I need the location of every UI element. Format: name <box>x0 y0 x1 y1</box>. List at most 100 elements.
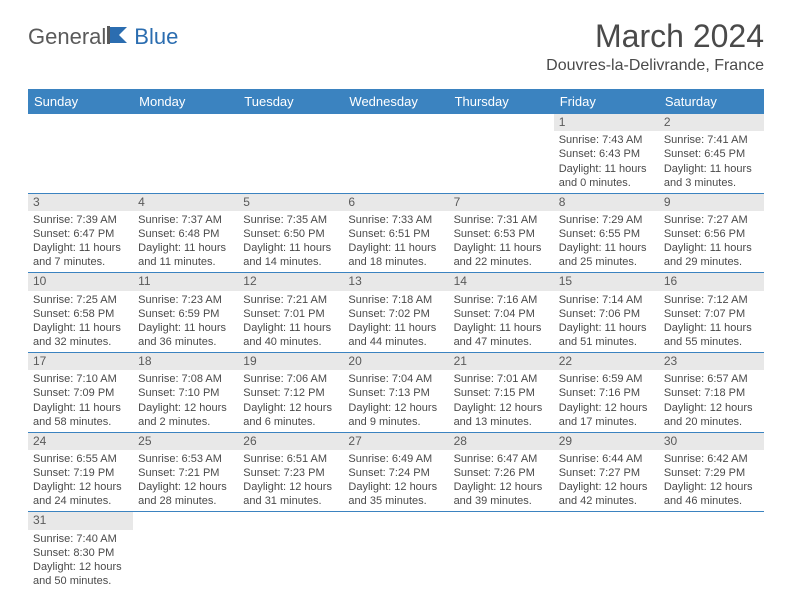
sunset-text: Sunset: 7:12 PM <box>243 386 338 400</box>
calendar-day-cell: 25Sunrise: 6:53 AMSunset: 7:21 PMDayligh… <box>133 432 238 512</box>
sunset-text: Sunset: 6:55 PM <box>559 227 654 241</box>
day-body: Sunrise: 7:01 AMSunset: 7:15 PMDaylight:… <box>449 370 554 431</box>
day-header-cell: Sunday <box>28 89 133 114</box>
daylight-text: Daylight: 11 hours and 51 minutes. <box>559 321 654 349</box>
day-body: Sunrise: 6:57 AMSunset: 7:18 PMDaylight:… <box>659 370 764 431</box>
daylight-text: Daylight: 12 hours and 13 minutes. <box>454 401 549 429</box>
calendar-day-cell: 10Sunrise: 7:25 AMSunset: 6:58 PMDayligh… <box>28 273 133 353</box>
calendar-day-cell: 4Sunrise: 7:37 AMSunset: 6:48 PMDaylight… <box>133 193 238 273</box>
day-number: 30 <box>659 433 764 450</box>
sunrise-text: Sunrise: 7:01 AM <box>454 372 549 386</box>
day-body: Sunrise: 7:08 AMSunset: 7:10 PMDaylight:… <box>133 370 238 431</box>
sunset-text: Sunset: 6:45 PM <box>664 147 759 161</box>
calendar-day-cell: 1Sunrise: 7:43 AMSunset: 6:43 PMDaylight… <box>554 114 659 193</box>
calendar-day-cell: 6Sunrise: 7:33 AMSunset: 6:51 PMDaylight… <box>343 193 448 273</box>
calendar-day-cell: 11Sunrise: 7:23 AMSunset: 6:59 PMDayligh… <box>133 273 238 353</box>
sunset-text: Sunset: 7:09 PM <box>33 386 128 400</box>
day-header-row: SundayMondayTuesdayWednesdayThursdayFrid… <box>28 89 764 114</box>
calendar-day-cell: 26Sunrise: 6:51 AMSunset: 7:23 PMDayligh… <box>238 432 343 512</box>
logo-text-blue: Blue <box>134 24 178 50</box>
daylight-text: Daylight: 11 hours and 25 minutes. <box>559 241 654 269</box>
logo: General Blue <box>28 24 178 50</box>
sunset-text: Sunset: 6:48 PM <box>138 227 233 241</box>
day-header-cell: Tuesday <box>238 89 343 114</box>
daylight-text: Daylight: 12 hours and 28 minutes. <box>138 480 233 508</box>
day-number: 11 <box>133 273 238 290</box>
calendar-day-cell <box>343 512 448 591</box>
sunset-text: Sunset: 7:19 PM <box>33 466 128 480</box>
day-number: 13 <box>343 273 448 290</box>
daylight-text: Daylight: 12 hours and 42 minutes. <box>559 480 654 508</box>
sunrise-text: Sunrise: 7:06 AM <box>243 372 338 386</box>
daylight-text: Daylight: 11 hours and 47 minutes. <box>454 321 549 349</box>
sunset-text: Sunset: 7:23 PM <box>243 466 338 480</box>
day-header-cell: Friday <box>554 89 659 114</box>
calendar-week-row: 17Sunrise: 7:10 AMSunset: 7:09 PMDayligh… <box>28 353 764 433</box>
day-header-cell: Wednesday <box>343 89 448 114</box>
sunset-text: Sunset: 7:26 PM <box>454 466 549 480</box>
sunrise-text: Sunrise: 7:39 AM <box>33 213 128 227</box>
day-body: Sunrise: 7:06 AMSunset: 7:12 PMDaylight:… <box>238 370 343 431</box>
sunrise-text: Sunrise: 6:42 AM <box>664 452 759 466</box>
sunset-text: Sunset: 6:43 PM <box>559 147 654 161</box>
calendar-day-cell: 30Sunrise: 6:42 AMSunset: 7:29 PMDayligh… <box>659 432 764 512</box>
calendar-day-cell: 21Sunrise: 7:01 AMSunset: 7:15 PMDayligh… <box>449 353 554 433</box>
sunset-text: Sunset: 7:16 PM <box>559 386 654 400</box>
sunset-text: Sunset: 7:02 PM <box>348 307 443 321</box>
day-body: Sunrise: 7:43 AMSunset: 6:43 PMDaylight:… <box>554 131 659 192</box>
daylight-text: Daylight: 12 hours and 24 minutes. <box>33 480 128 508</box>
day-number: 20 <box>343 353 448 370</box>
day-body: Sunrise: 7:04 AMSunset: 7:13 PMDaylight:… <box>343 370 448 431</box>
day-body: Sunrise: 7:35 AMSunset: 6:50 PMDaylight:… <box>238 211 343 272</box>
day-header-cell: Monday <box>133 89 238 114</box>
calendar-week-row: 1Sunrise: 7:43 AMSunset: 6:43 PMDaylight… <box>28 114 764 193</box>
sunrise-text: Sunrise: 6:53 AM <box>138 452 233 466</box>
day-number: 25 <box>133 433 238 450</box>
sunrise-text: Sunrise: 6:51 AM <box>243 452 338 466</box>
calendar-day-cell: 17Sunrise: 7:10 AMSunset: 7:09 PMDayligh… <box>28 353 133 433</box>
calendar-day-cell: 16Sunrise: 7:12 AMSunset: 7:07 PMDayligh… <box>659 273 764 353</box>
calendar-week-row: 10Sunrise: 7:25 AMSunset: 6:58 PMDayligh… <box>28 273 764 353</box>
sunset-text: Sunset: 7:27 PM <box>559 466 654 480</box>
day-number: 31 <box>28 512 133 529</box>
day-number: 19 <box>238 353 343 370</box>
day-body: Sunrise: 6:51 AMSunset: 7:23 PMDaylight:… <box>238 450 343 511</box>
sunset-text: Sunset: 7:15 PM <box>454 386 549 400</box>
day-number: 18 <box>133 353 238 370</box>
daylight-text: Daylight: 11 hours and 40 minutes. <box>243 321 338 349</box>
sunset-text: Sunset: 7:04 PM <box>454 307 549 321</box>
header-right: March 2024 Douvres-la-Delivrande, France <box>546 18 764 75</box>
day-number: 15 <box>554 273 659 290</box>
sunset-text: Sunset: 7:24 PM <box>348 466 443 480</box>
calendar-day-cell <box>133 512 238 591</box>
calendar-day-cell <box>659 512 764 591</box>
daylight-text: Daylight: 11 hours and 14 minutes. <box>243 241 338 269</box>
sunset-text: Sunset: 7:06 PM <box>559 307 654 321</box>
location-label: Douvres-la-Delivrande, France <box>546 57 764 75</box>
day-body: Sunrise: 7:23 AMSunset: 6:59 PMDaylight:… <box>133 291 238 352</box>
sunset-text: Sunset: 7:10 PM <box>138 386 233 400</box>
sunset-text: Sunset: 7:07 PM <box>664 307 759 321</box>
calendar-day-cell <box>28 114 133 193</box>
day-number: 4 <box>133 194 238 211</box>
calendar-day-cell <box>238 512 343 591</box>
day-body: Sunrise: 7:31 AMSunset: 6:53 PMDaylight:… <box>449 211 554 272</box>
day-body: Sunrise: 7:21 AMSunset: 7:01 PMDaylight:… <box>238 291 343 352</box>
calendar-day-cell: 28Sunrise: 6:47 AMSunset: 7:26 PMDayligh… <box>449 432 554 512</box>
daylight-text: Daylight: 12 hours and 2 minutes. <box>138 401 233 429</box>
calendar-body: 1Sunrise: 7:43 AMSunset: 6:43 PMDaylight… <box>28 114 764 591</box>
daylight-text: Daylight: 12 hours and 35 minutes. <box>348 480 443 508</box>
sunrise-text: Sunrise: 7:41 AM <box>664 133 759 147</box>
day-number: 5 <box>238 194 343 211</box>
sunrise-text: Sunrise: 7:40 AM <box>33 532 128 546</box>
calendar-day-cell: 22Sunrise: 6:59 AMSunset: 7:16 PMDayligh… <box>554 353 659 433</box>
sunrise-text: Sunrise: 7:14 AM <box>559 293 654 307</box>
sunrise-text: Sunrise: 7:37 AM <box>138 213 233 227</box>
day-body: Sunrise: 7:25 AMSunset: 6:58 PMDaylight:… <box>28 291 133 352</box>
daylight-text: Daylight: 12 hours and 17 minutes. <box>559 401 654 429</box>
day-body: Sunrise: 7:37 AMSunset: 6:48 PMDaylight:… <box>133 211 238 272</box>
sunrise-text: Sunrise: 6:44 AM <box>559 452 654 466</box>
day-number: 26 <box>238 433 343 450</box>
day-header-cell: Saturday <box>659 89 764 114</box>
day-body: Sunrise: 6:47 AMSunset: 7:26 PMDaylight:… <box>449 450 554 511</box>
